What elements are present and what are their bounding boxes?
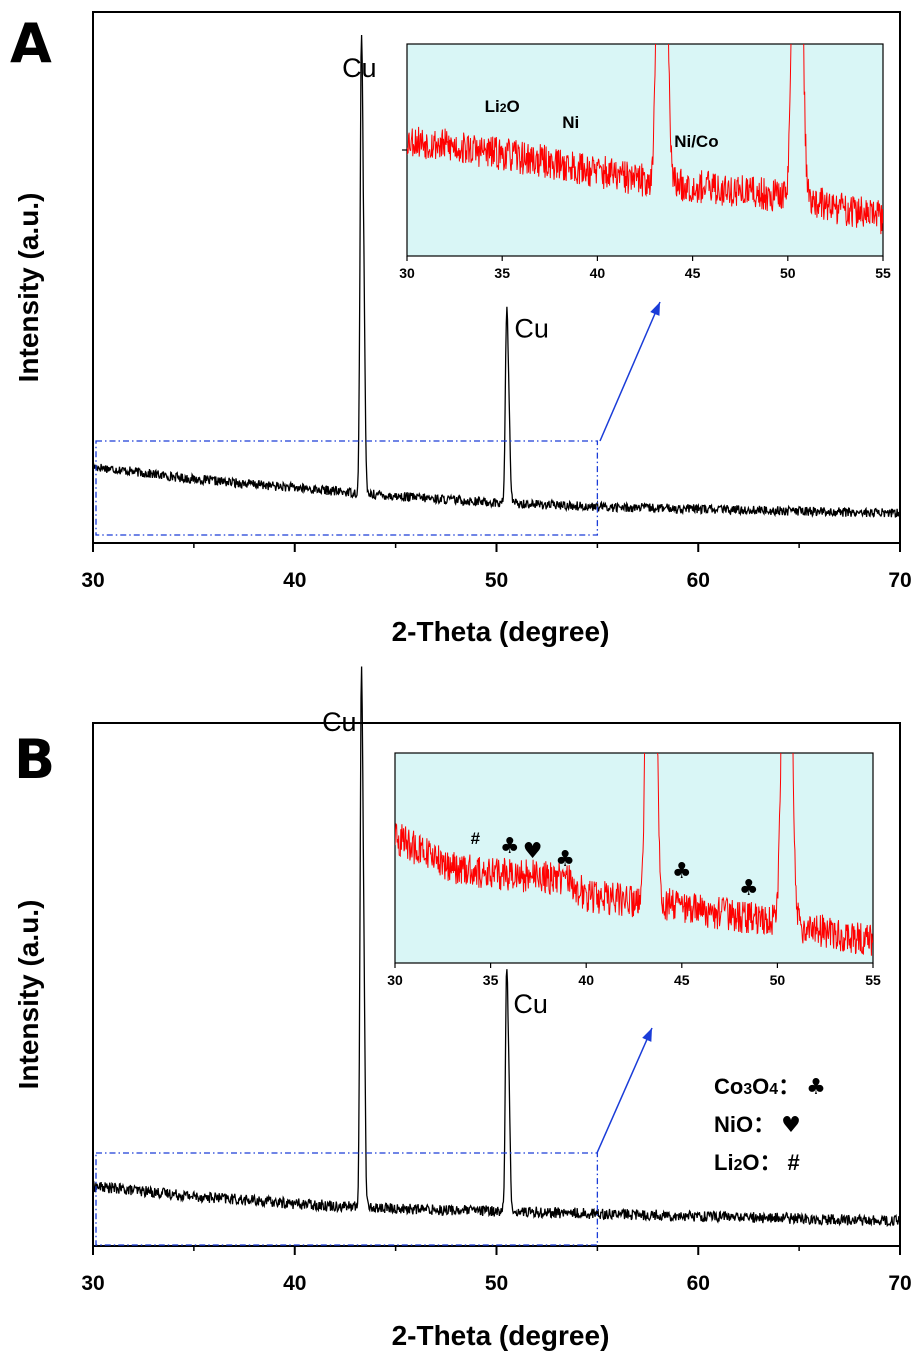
inset-annotation: Ni bbox=[562, 113, 579, 132]
heart-symbol: ♥ bbox=[781, 1113, 801, 1138]
inset-tick-label: 45 bbox=[674, 972, 690, 988]
x-tick-label: 70 bbox=[888, 569, 911, 592]
zoom-arrow-head bbox=[642, 1028, 652, 1042]
peak-label-cu: Cu bbox=[513, 989, 548, 1019]
x-tick-label: 40 bbox=[283, 569, 306, 592]
panel-b: B 30 40 50 60 70 2-Theta (degree) Intensity (a.… bbox=[13, 666, 912, 1351]
inset-tick-label: 55 bbox=[875, 265, 891, 281]
x-tick-label: 40 bbox=[283, 1272, 306, 1295]
club-marker: ♣ bbox=[555, 847, 575, 872]
x-axis-label: 2-Theta (degree) bbox=[392, 616, 610, 647]
zoom-arrow bbox=[596, 1027, 653, 1154]
inset-annotation: Ni/Co bbox=[674, 132, 718, 151]
inset: 30 35 40 45 50 55 Li2O Ni Ni/Co bbox=[399, 43, 891, 281]
panel-letter: A bbox=[10, 12, 52, 75]
inset-tick-label: 30 bbox=[387, 972, 403, 988]
club-symbol: ♣ bbox=[806, 1075, 826, 1100]
club-marker: ♣ bbox=[500, 834, 520, 859]
x-tick-label: 60 bbox=[687, 1272, 710, 1295]
legend-label: Li2O： bbox=[714, 1150, 782, 1175]
inset-tick-label: 45 bbox=[685, 265, 701, 281]
zoom-arrow bbox=[599, 301, 661, 442]
x-tick-label: 50 bbox=[485, 1272, 508, 1295]
main-trace bbox=[92, 666, 901, 1228]
legend: Co3O4： ♣ NiO： ♥ Li2O： # bbox=[714, 1074, 826, 1175]
club-marker: ♣ bbox=[739, 876, 759, 901]
hash-symbol: # bbox=[788, 1150, 800, 1175]
x-tick-label: 50 bbox=[485, 569, 508, 592]
inset-trace bbox=[407, 44, 883, 235]
x-tick-label: 70 bbox=[888, 1272, 911, 1295]
heart-marker: ♥ bbox=[523, 839, 543, 864]
y-axis-label: Intensity (a.u.) bbox=[13, 900, 44, 1090]
main-trace bbox=[92, 34, 901, 518]
x-tick-label: 60 bbox=[687, 569, 710, 592]
inset-trace bbox=[395, 753, 873, 956]
panel-letter: B bbox=[14, 728, 55, 791]
x-tick-label: 30 bbox=[81, 569, 104, 592]
peak-label-cu: Cu bbox=[322, 707, 357, 737]
zoom-arrow-head bbox=[650, 302, 660, 316]
zoom-box bbox=[95, 440, 599, 536]
y-axis-label: Intensity (a.u.) bbox=[13, 193, 44, 383]
legend-label: NiO： bbox=[714, 1112, 775, 1137]
inset-tick-label: 40 bbox=[578, 972, 594, 988]
peak-label-cu: Cu bbox=[514, 313, 549, 343]
inset-tick-label: 50 bbox=[780, 265, 796, 281]
panel-a: A 30 40 50 60 70 2-Theta (degree) Intensity (a.… bbox=[10, 11, 912, 647]
hash-marker: # bbox=[471, 829, 481, 848]
x-axis-label: 2-Theta (degree) bbox=[392, 1320, 610, 1351]
inset-annotation: Li2O bbox=[485, 97, 520, 116]
inset: 30 35 40 45 50 55# ♣ ♥ ♣ ♣♣ bbox=[387, 752, 881, 988]
inset-tick-label: 55 bbox=[865, 972, 881, 988]
club-marker: ♣ bbox=[672, 859, 692, 884]
peak-label-cu: Cu bbox=[342, 53, 377, 83]
inset-tick-label: 50 bbox=[770, 972, 786, 988]
legend-label: Co3O4： bbox=[714, 1074, 800, 1099]
inset-tick-label: 35 bbox=[483, 972, 499, 988]
inset-tick-label: 30 bbox=[399, 265, 415, 281]
inset-tick-label: 35 bbox=[494, 265, 510, 281]
inset-tick-label: 40 bbox=[590, 265, 606, 281]
x-tick-label: 30 bbox=[81, 1272, 104, 1295]
inset-frame bbox=[394, 752, 874, 964]
